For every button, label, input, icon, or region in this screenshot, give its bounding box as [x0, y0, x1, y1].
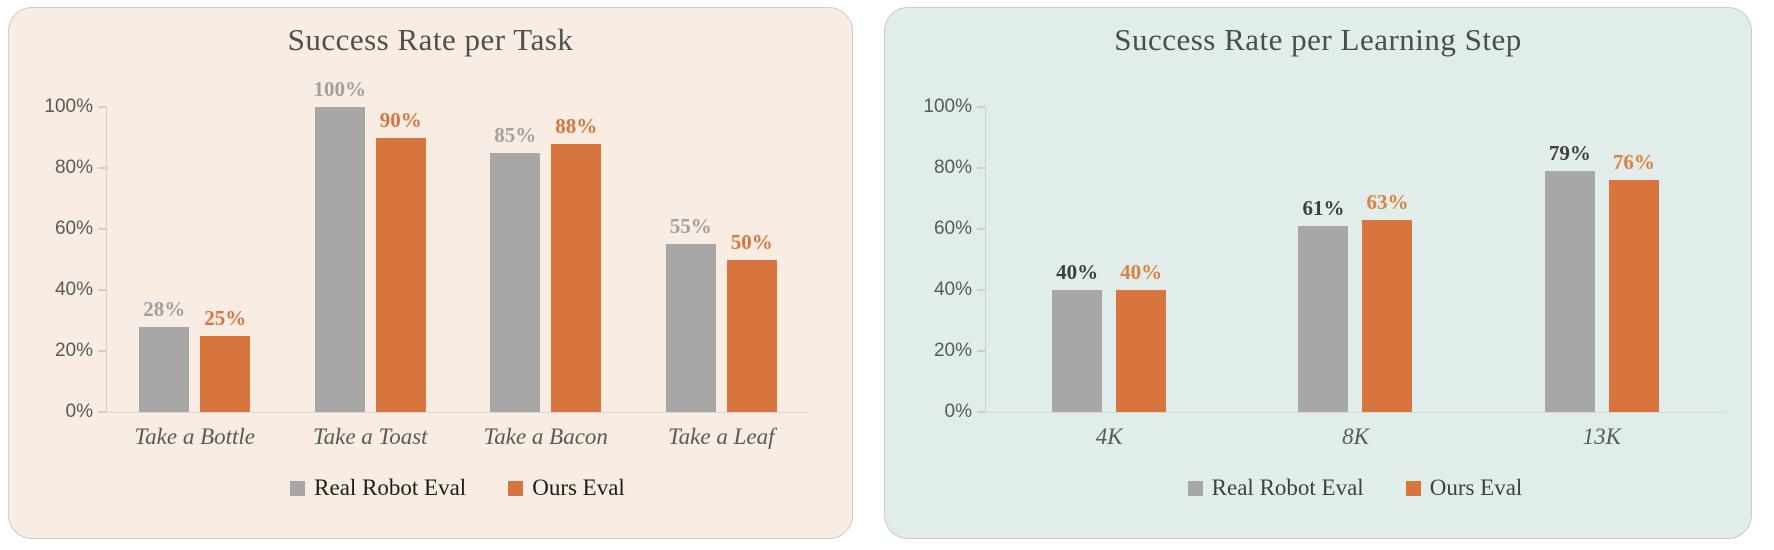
bar-take-a-leaf-real-robot-eval: 55%	[665, 214, 716, 412]
chart-title-learning-step: Success Rate per Learning Step	[1114, 22, 1522, 57]
legend-label: Real Robot Eval	[1211, 475, 1364, 500]
x-axis-label-take-a-toast: Take a Toast	[312, 424, 428, 449]
y-axis-tick-label: 40%	[54, 279, 93, 300]
y-axis-tick-mark	[98, 228, 106, 230]
y-axis-tick-mark	[977, 167, 985, 169]
x-axis-label-take-a-leaf: Take a Leaf	[668, 424, 775, 449]
bar-value-label: 55%	[669, 214, 712, 239]
bar-value-label: 100%	[313, 77, 367, 101]
bar-value-label: 40%	[1120, 260, 1163, 284]
legend-label: Ours Eval	[1429, 475, 1523, 500]
bar-group-take-a-leaf: 55% 50%	[634, 107, 810, 412]
x-axis-category-labels: 4K 8K 13K	[986, 424, 1725, 450]
bar-8k-ours-eval: 63%	[1362, 190, 1413, 412]
bar-group-take-a-bacon: 85% 88%	[458, 107, 634, 412]
legend-item-ours-eval: Ours Eval	[508, 475, 625, 501]
legend-label: Ours Eval	[532, 475, 625, 500]
y-axis-tick-label: 100%	[44, 96, 93, 117]
x-axis-label-take-a-bacon: Take a Bacon	[483, 424, 608, 449]
y-axis-tick-mark	[98, 106, 106, 108]
bar-8k-real-robot-eval: 61%	[1298, 196, 1349, 412]
bar-group-take-a-toast: 100% 90%	[283, 77, 459, 412]
legend-swatch-gray	[1187, 480, 1203, 496]
y-axis-tick-mark	[977, 106, 985, 108]
bar-groups: 28% 25% 100% 90% 85% 88% 55% 50%	[107, 77, 810, 412]
y-axis-tick-label: 20%	[54, 340, 93, 361]
task-legend: Real Robot Eval Ours Eval	[106, 475, 809, 501]
bar-4k-real-robot-eval: 40%	[1052, 260, 1103, 412]
bar-13k-ours-eval: 76%	[1608, 150, 1659, 412]
y-axis-tick-label: 60%	[933, 218, 972, 239]
y-axis-tick-label: 40%	[933, 279, 972, 300]
legend-item-real-robot-eval: Real Robot Eval	[290, 475, 466, 501]
bar-value-label: 25%	[204, 305, 247, 330]
y-axis-tick-mark	[977, 228, 985, 230]
bar-value-label: 88%	[555, 113, 598, 138]
bar-value-label: 40%	[1056, 260, 1099, 284]
bar-take-a-bacon-ours-eval: 88%	[551, 114, 602, 412]
task-plot-area: 100% 80% 60% 40% 20% 0% 28% 25% 100% 90% 85% 88% 55%…	[44, 77, 810, 449]
y-axis-tick-mark	[98, 167, 106, 169]
bar-take-a-bottle-real-robot-eval: 28%	[139, 297, 190, 412]
x-axis-label-13k: 13K	[1582, 424, 1621, 449]
y-axis-tick-label: 80%	[933, 157, 972, 178]
y-axis-tick-label: 0%	[65, 401, 93, 422]
bar-4k-ours-eval: 40%	[1116, 260, 1167, 412]
y-axis-tick-mark	[977, 289, 985, 291]
bar-take-a-bottle-ours-eval: 25%	[200, 306, 251, 412]
y-axis-tick-mark	[977, 350, 985, 352]
learning-step-chart-panel: Success Rate per Learning Step 100% 80% 60…	[884, 7, 1752, 539]
y-axis-tick-mark	[98, 289, 106, 291]
bar-group-4k: 40% 40%	[986, 107, 1232, 412]
bar-group-8k: 61% 63%	[1232, 107, 1478, 412]
bar-group-13k: 79% 76%	[1479, 107, 1725, 412]
y-axis-tick-label: 20%	[933, 340, 972, 361]
legend-swatch-orange	[508, 480, 524, 496]
y-axis-tick-mark	[98, 411, 106, 413]
task-chart-panel: Success Rate per Task 100% 80% 60% 40% 20% 0%…	[8, 7, 853, 539]
x-axis-category-labels: Take a Bottle Take a Toast Take a Bacon Tak…	[107, 424, 809, 450]
bar-take-a-bacon-real-robot-eval: 85%	[490, 123, 541, 412]
y-axis-tick-label: 80%	[54, 157, 93, 178]
bar-value-label: 63%	[1366, 189, 1409, 214]
bar-take-a-leaf-ours-eval: 50%	[726, 230, 777, 412]
bar-take-a-toast-ours-eval: 90%	[375, 108, 426, 412]
bar-take-a-toast-real-robot-eval: 100%	[314, 77, 366, 412]
y-axis-tick-label: 60%	[54, 218, 93, 239]
bar-group-take-a-bottle: 28% 25%	[107, 107, 283, 412]
x-axis-label-4k: 4K	[1095, 424, 1123, 449]
y-axis-tick-mark	[977, 411, 985, 413]
bar-value-label: 50%	[730, 229, 773, 254]
learning-step-plot-area: 100% 80% 60% 40% 20% 0% 40% 40% 61% 63% 79% 76% 4K 8K…	[923, 96, 1725, 449]
x-axis-label-take-a-bottle: Take a Bottle	[134, 424, 256, 449]
bar-value-label: 76%	[1612, 150, 1655, 175]
legend-swatch-orange	[1405, 480, 1421, 496]
bar-value-label: 85%	[494, 122, 537, 147]
bar-groups: 40% 40% 61% 63% 79% 76%	[986, 107, 1725, 412]
x-axis-label-8k: 8K	[1342, 424, 1369, 449]
bar-value-label: 79%	[1548, 141, 1591, 166]
chart-title-task: Success Rate per Task	[287, 22, 574, 57]
bar-value-label: 28%	[143, 296, 186, 321]
learning-step-legend: Real Robot Eval Ours Eval	[985, 475, 1725, 501]
y-axis-tick-label: 100%	[923, 96, 972, 117]
bar-value-label: 61%	[1302, 195, 1345, 220]
bar-13k-real-robot-eval: 79%	[1544, 141, 1595, 412]
legend-item-ours-eval: Ours Eval	[1405, 475, 1523, 501]
y-axis-tick-mark	[98, 350, 106, 352]
legend-item-real-robot-eval: Real Robot Eval	[1187, 475, 1364, 501]
bar-value-label: 90%	[379, 107, 422, 132]
legend-swatch-gray	[290, 480, 306, 496]
y-axis-tick-label: 0%	[944, 401, 972, 422]
legend-label: Real Robot Eval	[314, 475, 467, 500]
